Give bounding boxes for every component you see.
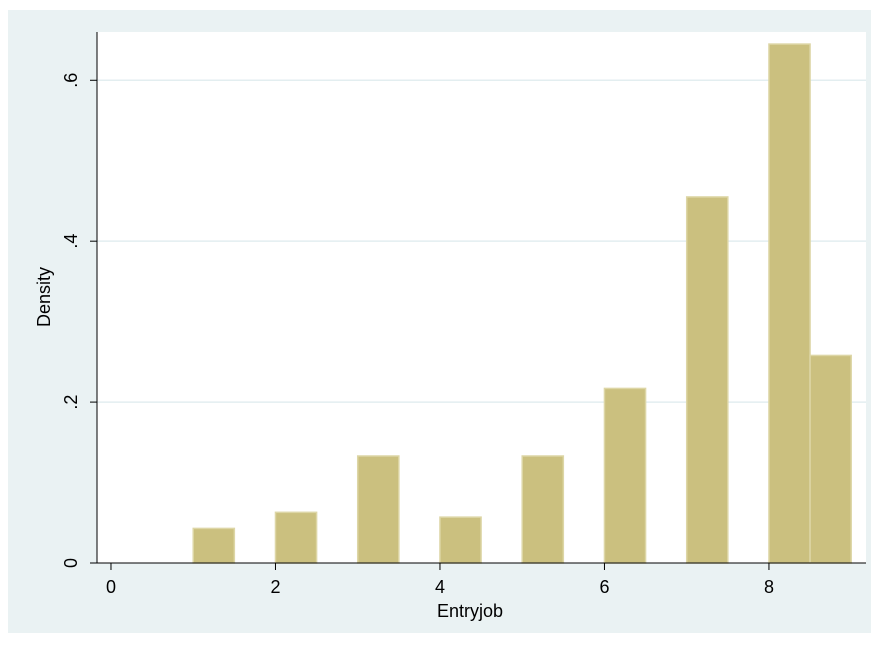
bar [356, 455, 400, 564]
bar [603, 387, 647, 564]
plot-area [97, 32, 866, 563]
bar [521, 455, 565, 564]
y-tick-label: .4 [61, 234, 81, 249]
bar [439, 516, 482, 564]
x-tick-label: 2 [270, 577, 280, 597]
y-tick-label: .2 [61, 395, 81, 410]
x-tick-label: 0 [106, 577, 116, 597]
y-tick-label: 0 [61, 558, 81, 568]
bar [768, 43, 811, 564]
bar [274, 511, 318, 564]
bar [685, 196, 729, 564]
y-axis-title: Density [34, 267, 54, 327]
x-tick-label: 4 [435, 577, 445, 597]
y-tick-label: .6 [61, 73, 81, 88]
bar [192, 527, 236, 564]
x-tick-label: 6 [599, 577, 609, 597]
bar [809, 354, 852, 564]
x-axis-title: Entryjob [437, 601, 503, 621]
x-tick-label: 8 [764, 577, 774, 597]
